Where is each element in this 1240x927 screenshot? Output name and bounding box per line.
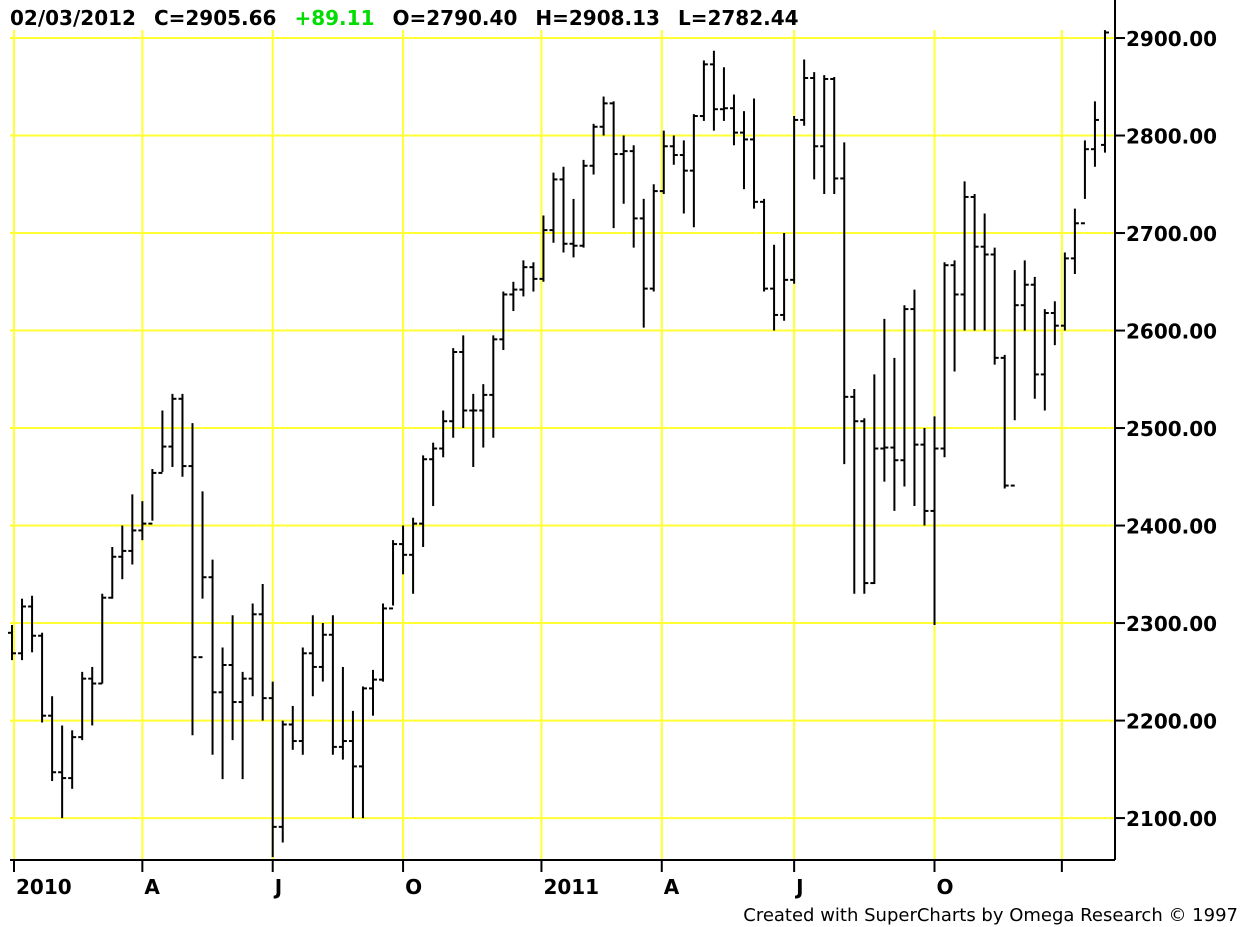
chart-header: 02/03/2012 C=2905.66 +89.11 O=2790.40 H=2908… xyxy=(10,6,799,30)
x-tick-label: O xyxy=(405,875,422,899)
y-tick-label: 2200.00 xyxy=(1126,710,1217,734)
y-tick-label: 2700.00 xyxy=(1126,222,1217,246)
x-tick-label: 2011 xyxy=(543,875,599,899)
x-tick-label: A xyxy=(144,875,160,899)
x-tick-label: O xyxy=(937,875,954,899)
header-close: C=2905.66 xyxy=(154,6,277,30)
header-open: O=2790.40 xyxy=(393,6,518,30)
y-tick-label: 2500.00 xyxy=(1126,417,1217,441)
header-change: +89.11 xyxy=(294,6,374,30)
y-tick-label: 2900.00 xyxy=(1126,27,1217,51)
header-date: 02/03/2012 xyxy=(10,6,136,30)
x-tick-label: 2010 xyxy=(16,875,72,899)
y-tick-label: 2800.00 xyxy=(1126,125,1217,149)
x-tick-label: J xyxy=(273,875,282,899)
y-tick-label: 2300.00 xyxy=(1126,612,1217,636)
footer-credit: Created with SuperCharts by Omega Resear… xyxy=(743,905,1238,926)
header-high: H=2908.13 xyxy=(535,6,660,30)
y-tick-label: 2600.00 xyxy=(1126,320,1217,344)
y-tick-label: 2100.00 xyxy=(1126,807,1217,831)
header-low: L=2782.44 xyxy=(678,6,799,30)
y-tick-label: 2400.00 xyxy=(1126,515,1217,539)
x-tick-label: J xyxy=(794,875,803,899)
x-tick-label: A xyxy=(664,875,680,899)
